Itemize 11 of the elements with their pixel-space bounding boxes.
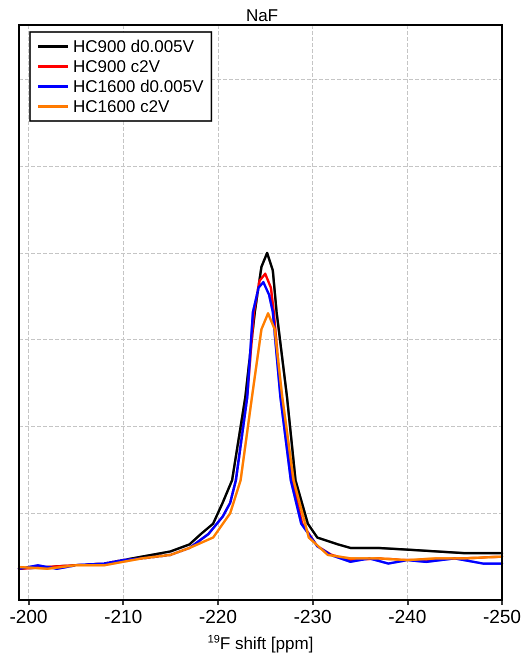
x-tick-label: -250	[482, 607, 521, 628]
x-tick-label: -230	[294, 607, 332, 628]
x-tick-label: -240	[388, 607, 426, 628]
legend-label: HC1600 c2V	[73, 97, 170, 116]
x-tick-label: -200	[9, 607, 48, 628]
legend-label: HC1600 d0.005V	[73, 77, 204, 96]
legend-label: HC900 c2V	[73, 57, 161, 76]
legend-label: HC900 d0.005V	[73, 37, 195, 56]
chart-title: NaF	[246, 6, 278, 25]
x-tick-label: -220	[198, 607, 237, 628]
x-tick-label: -210	[104, 607, 142, 628]
